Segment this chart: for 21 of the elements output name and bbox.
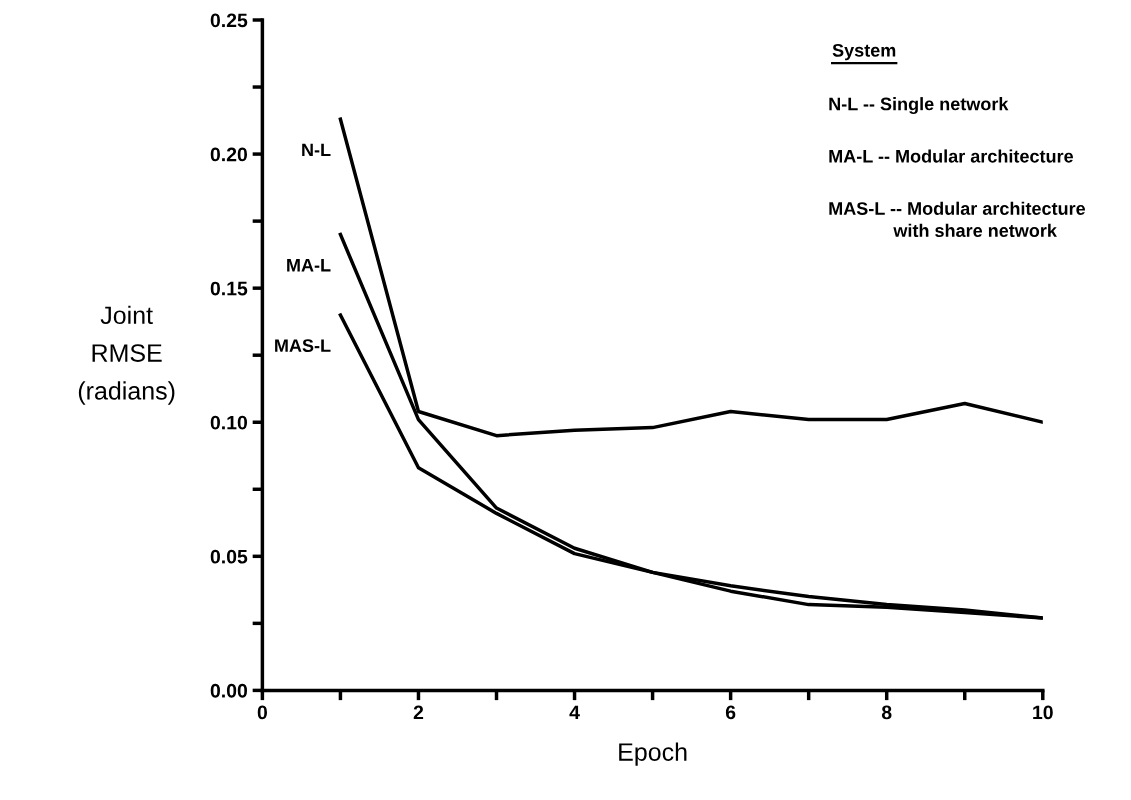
x-tick-label: 2 — [413, 705, 424, 720]
y-tick-label: 0.05 — [210, 549, 248, 564]
x-axis-title: Epoch — [619, 742, 687, 766]
series-label: MAS-L — [275, 339, 331, 352]
y-tick-label: 0.00 — [210, 683, 248, 698]
annotation: N-L -- Single network — [829, 97, 1009, 115]
y-tick-label: 0.10 — [210, 415, 248, 430]
annotation: MAS-L -- Modular architecture with share network — [829, 201, 1086, 238]
x-tick-label: 10 — [1033, 705, 1053, 720]
series-label: MA-L — [287, 258, 331, 272]
x-tick-label: 8 — [881, 705, 892, 720]
y-tick-label: 0.15 — [210, 281, 248, 296]
y-axis-title: Joint RMSE (radians) — [78, 305, 175, 405]
legend-title: System — [832, 43, 896, 61]
y-tick-label: 0.25 — [210, 13, 248, 28]
series-label: N-L — [302, 143, 331, 157]
x-tick-label: 0 — [257, 705, 267, 720]
x-tick-label: 4 — [569, 705, 580, 720]
x-tick-label: 6 — [725, 705, 736, 720]
y-tick-label: 0.20 — [210, 147, 248, 162]
annotation: MA-L -- Modular architecture — [829, 149, 1074, 163]
